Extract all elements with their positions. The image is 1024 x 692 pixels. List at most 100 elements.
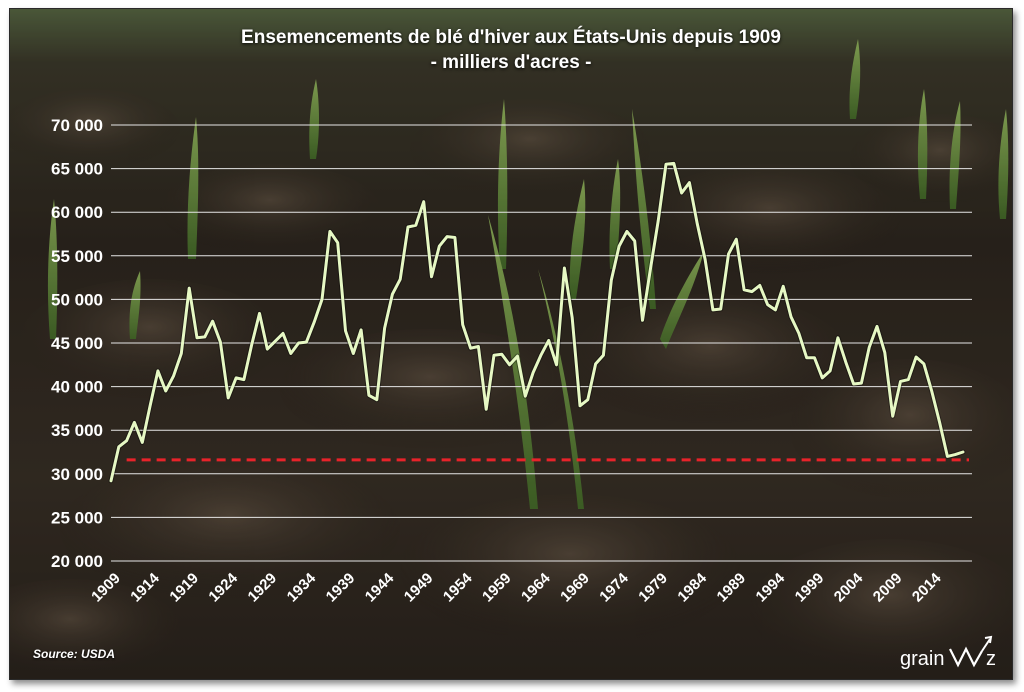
data-point <box>657 220 659 222</box>
data-point <box>485 408 488 411</box>
y-tick-label: 65 000 <box>51 160 103 179</box>
data-point <box>250 343 253 346</box>
chart-subtitle: - milliers d'acres - <box>430 52 592 73</box>
data-point <box>508 364 511 366</box>
data-point <box>868 346 870 349</box>
data-point <box>759 284 761 287</box>
data-point <box>719 308 722 310</box>
x-tick-label: 1999 <box>792 570 828 606</box>
data-point <box>477 345 480 348</box>
data-point <box>422 200 425 203</box>
data-point <box>743 289 745 291</box>
line-chart: 20 000 25 000 30 000 35 000 40 000 45 000 50 0… <box>51 116 972 606</box>
chart-title: Ensemencements de blé d'hiver aux États-… <box>241 27 781 48</box>
data-point <box>524 395 527 398</box>
x-tick-label: 2004 <box>831 569 867 605</box>
data-point <box>290 352 292 355</box>
x-tick-label: 2014 <box>909 569 945 605</box>
data-point <box>860 382 863 384</box>
data-point <box>946 455 949 458</box>
data-point <box>938 421 941 424</box>
data-point <box>454 236 456 239</box>
data-point <box>227 397 229 399</box>
data-point <box>266 348 269 350</box>
data-point <box>321 298 323 301</box>
data-point <box>821 377 824 379</box>
data-point <box>110 480 112 482</box>
data-point <box>383 327 386 330</box>
data-point <box>626 230 628 233</box>
x-tick-label: 1909 <box>88 570 124 606</box>
x-tick-label: 1989 <box>714 570 750 606</box>
data-point <box>149 405 151 407</box>
data-point <box>532 371 534 374</box>
data-point <box>774 309 777 311</box>
data-point <box>579 405 581 407</box>
x-tick-label: 1929 <box>245 570 281 606</box>
x-tick-label: 1914 <box>127 569 163 605</box>
y-tick-label: 25 000 <box>51 508 103 527</box>
data-point <box>493 354 495 357</box>
data-point <box>845 361 847 364</box>
y-tick-label: 70 000 <box>51 116 103 135</box>
y-tick-label: 55 000 <box>51 247 103 266</box>
data-point <box>829 370 831 372</box>
series-line <box>109 161 965 483</box>
data-point <box>962 451 964 453</box>
data-point <box>837 337 839 339</box>
data-point <box>547 339 550 342</box>
x-tick-label: 1949 <box>401 570 437 606</box>
data-point <box>540 354 542 357</box>
svg-text:grain: grain <box>900 648 944 670</box>
data-point <box>555 364 558 366</box>
x-tick-label: 1974 <box>596 569 632 605</box>
data-point <box>641 319 644 322</box>
data-point <box>282 332 284 335</box>
data-point <box>884 351 886 354</box>
x-tick-label: 1984 <box>674 569 710 605</box>
y-tick-label: 35 000 <box>51 421 103 440</box>
data-point <box>235 377 237 379</box>
data-point <box>727 253 730 255</box>
x-tick-label: 1944 <box>362 569 398 605</box>
data-point <box>587 398 589 401</box>
data-point <box>805 357 808 359</box>
x-tick-label: 1939 <box>323 570 359 606</box>
data-point <box>391 293 394 296</box>
data-point <box>243 378 245 381</box>
x-tick-label: 1994 <box>753 569 789 605</box>
data-point <box>602 354 605 357</box>
data-point <box>329 230 331 233</box>
grainviz-logo: grain z <box>900 635 996 670</box>
data-point <box>430 275 433 278</box>
data-point <box>610 279 613 282</box>
data-point <box>766 303 769 306</box>
data-point <box>790 316 792 318</box>
data-point <box>712 309 714 311</box>
y-tick-label: 30 000 <box>51 465 103 484</box>
y-tick-label: 45 000 <box>51 334 103 353</box>
data-point <box>297 342 300 344</box>
data-point <box>688 181 691 184</box>
data-point <box>735 238 738 240</box>
data-point <box>798 332 800 335</box>
data-point <box>571 316 573 319</box>
x-tick-label: 1969 <box>557 570 593 606</box>
data-point <box>907 378 910 381</box>
data-point <box>196 337 198 339</box>
data-point <box>172 375 175 377</box>
y-tick-label: 20 000 <box>51 552 103 571</box>
data-point <box>930 390 933 392</box>
data-point <box>852 383 855 385</box>
data-point <box>352 352 355 355</box>
data-point <box>665 163 667 165</box>
data-point <box>204 336 206 338</box>
data-point <box>782 285 784 288</box>
data-point <box>368 394 370 397</box>
data-point <box>118 446 120 448</box>
x-tick-label: 1959 <box>479 570 515 606</box>
data-point <box>133 421 136 424</box>
y-tick-label: 50 000 <box>51 290 103 309</box>
x-tick-label: 2009 <box>870 570 906 606</box>
data-point <box>891 415 894 418</box>
